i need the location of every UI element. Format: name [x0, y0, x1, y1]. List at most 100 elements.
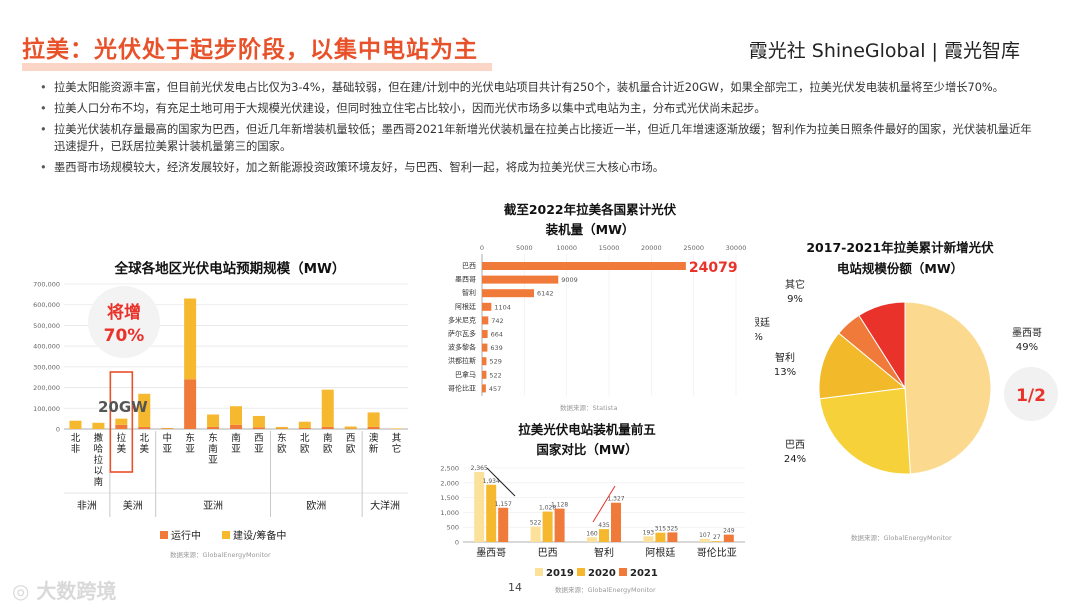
chart-title: 装机量（MW） — [545, 222, 635, 237]
bar-planned — [161, 427, 174, 429]
bar-planned — [69, 420, 82, 429]
data-label: 639 — [490, 344, 502, 352]
data-label: 742 — [491, 317, 503, 325]
badge-text: 将增 — [107, 302, 141, 323]
slice-label: 巴西 — [785, 439, 805, 451]
x-tick-label: 阿根廷 — [645, 546, 675, 559]
data-label: 325 — [667, 525, 679, 532]
x-tick-label: 亚 — [162, 444, 172, 455]
source-note: 数据来源：GlobalEnergyMonitor — [555, 585, 656, 594]
group-label: 非洲 — [77, 500, 97, 512]
bar-operating — [367, 426, 380, 429]
y-tick-label: 萨尔瓦多 — [448, 329, 476, 338]
bar-planned — [275, 426, 288, 429]
y-tick-label: 哥伦比亚 — [448, 383, 476, 392]
global-pv-chart: 全球各地区光伏电站预期规模（MW） 0 100,000 200,000 300,000 4… — [33, 260, 408, 559]
data-label: 2,365 — [471, 465, 488, 472]
group-label: 美洲 — [123, 499, 143, 512]
legend-swatch — [535, 568, 543, 576]
bar-operating — [252, 427, 265, 429]
bar-2021 — [498, 507, 509, 542]
y-tick-label: 洪都拉斯 — [448, 356, 476, 365]
x-tick-label: 10000 — [556, 244, 577, 252]
x-tick-label: 西 — [346, 433, 356, 444]
x-tick-label: 北 — [300, 433, 310, 444]
badge-circle — [1004, 367, 1058, 421]
bullet-item: 拉美光伏装机存量最高的国家为巴西，但近几年新增装机量较低；墨西哥2021年新增光… — [40, 121, 1040, 155]
bar-2021 — [611, 502, 621, 542]
x-tick-label: 亚 — [208, 455, 218, 466]
highlight-box — [109, 371, 134, 473]
x-tick-label: 北 — [140, 433, 150, 444]
chart-title: 全球各地区光伏电站预期规模（MW） — [114, 260, 346, 277]
data-label: 435 — [598, 522, 610, 529]
data-label: 249 — [723, 528, 735, 535]
y-tick-label: 1,500 — [440, 494, 459, 502]
y-tick-label: 巴拿马 — [455, 370, 476, 379]
x-tick-label: 东 — [185, 432, 195, 444]
bar-planned — [252, 415, 265, 428]
bar-2019 — [643, 536, 654, 542]
x-tick-label: 欧 — [323, 443, 333, 455]
bar-planned — [92, 422, 105, 429]
bar-2020 — [655, 532, 666, 542]
chart-title: 截至2022年拉美各国累计光伏 — [504, 202, 677, 217]
x-tick-label: 25000 — [683, 244, 704, 252]
data-label: 1,934 — [483, 478, 500, 485]
x-tick-label: 哈 — [94, 443, 104, 455]
x-tick-label: 欧 — [300, 443, 310, 455]
y-tick-label: 100,000 — [33, 405, 60, 413]
page-title: 拉美：光伏处于起步阶段，以集中电站为主 — [22, 37, 478, 63]
bar-2020 — [486, 484, 497, 542]
data-label: 24079 — [689, 260, 738, 276]
legend-label: 2021 — [630, 568, 658, 579]
y-tick-label: 波多黎各 — [448, 343, 476, 352]
bar — [482, 275, 559, 284]
y-tick-label: 墨西哥 — [455, 276, 476, 284]
pie-slice — [819, 387, 911, 475]
bar-2020 — [599, 529, 609, 542]
data-label: 522 — [489, 371, 501, 379]
bar — [482, 262, 686, 270]
x-tick-label: 15000 — [599, 244, 620, 252]
data-label: 193 — [643, 529, 655, 536]
bar-2019 — [699, 538, 710, 542]
data-label: 529 — [489, 358, 501, 366]
bar-planned — [207, 414, 220, 427]
bar-planned — [321, 389, 334, 427]
group-label: 欧洲 — [306, 500, 326, 512]
data-label: 1,128 — [551, 502, 568, 509]
x-tick-label: 美 — [140, 443, 150, 455]
data-label: 1,327 — [607, 496, 624, 503]
y-tick-label: 400,000 — [33, 343, 60, 351]
slice-percent: 24% — [784, 454, 806, 465]
data-label: 1104 — [494, 303, 511, 311]
x-tick-label: 拉 — [117, 432, 127, 444]
slice-label: 墨西哥 — [1012, 327, 1042, 339]
bar — [482, 330, 488, 338]
bar-2021 — [723, 534, 734, 542]
slice-percent: 49% — [1016, 342, 1038, 353]
bar-operating — [321, 426, 334, 429]
data-label: 6142 — [537, 290, 554, 298]
bar-operating — [115, 424, 128, 429]
slice-label: 阿根廷 — [755, 316, 770, 329]
x-tick-label: 亚 — [254, 444, 264, 455]
y-tick-label: 0 — [455, 539, 459, 547]
bar-planned — [138, 393, 151, 427]
highlight-label: 20GW — [98, 398, 148, 416]
x-tick-label: 南 — [231, 432, 241, 444]
badge-text: 1/2 — [1016, 386, 1046, 406]
bullet-item: 墨西哥市场规模较大，经济发展较好，加之新能源投资政策环境友好，与巴西、智利一起，… — [40, 159, 1040, 176]
slice-percent: 13% — [774, 367, 796, 378]
x-tick-label: 东 — [208, 432, 218, 444]
page-number: 14 — [508, 581, 522, 594]
bar-planned — [115, 418, 128, 425]
data-label: 522 — [530, 520, 542, 527]
data-label: 160 — [586, 530, 598, 537]
x-tick-label: 西 — [254, 433, 264, 444]
source-note: 数据来源：GlobalEnergyMonitor — [851, 533, 952, 542]
legend-swatch — [619, 568, 627, 576]
x-tick-label: 欧 — [277, 443, 287, 455]
bar-2020 — [711, 541, 722, 542]
